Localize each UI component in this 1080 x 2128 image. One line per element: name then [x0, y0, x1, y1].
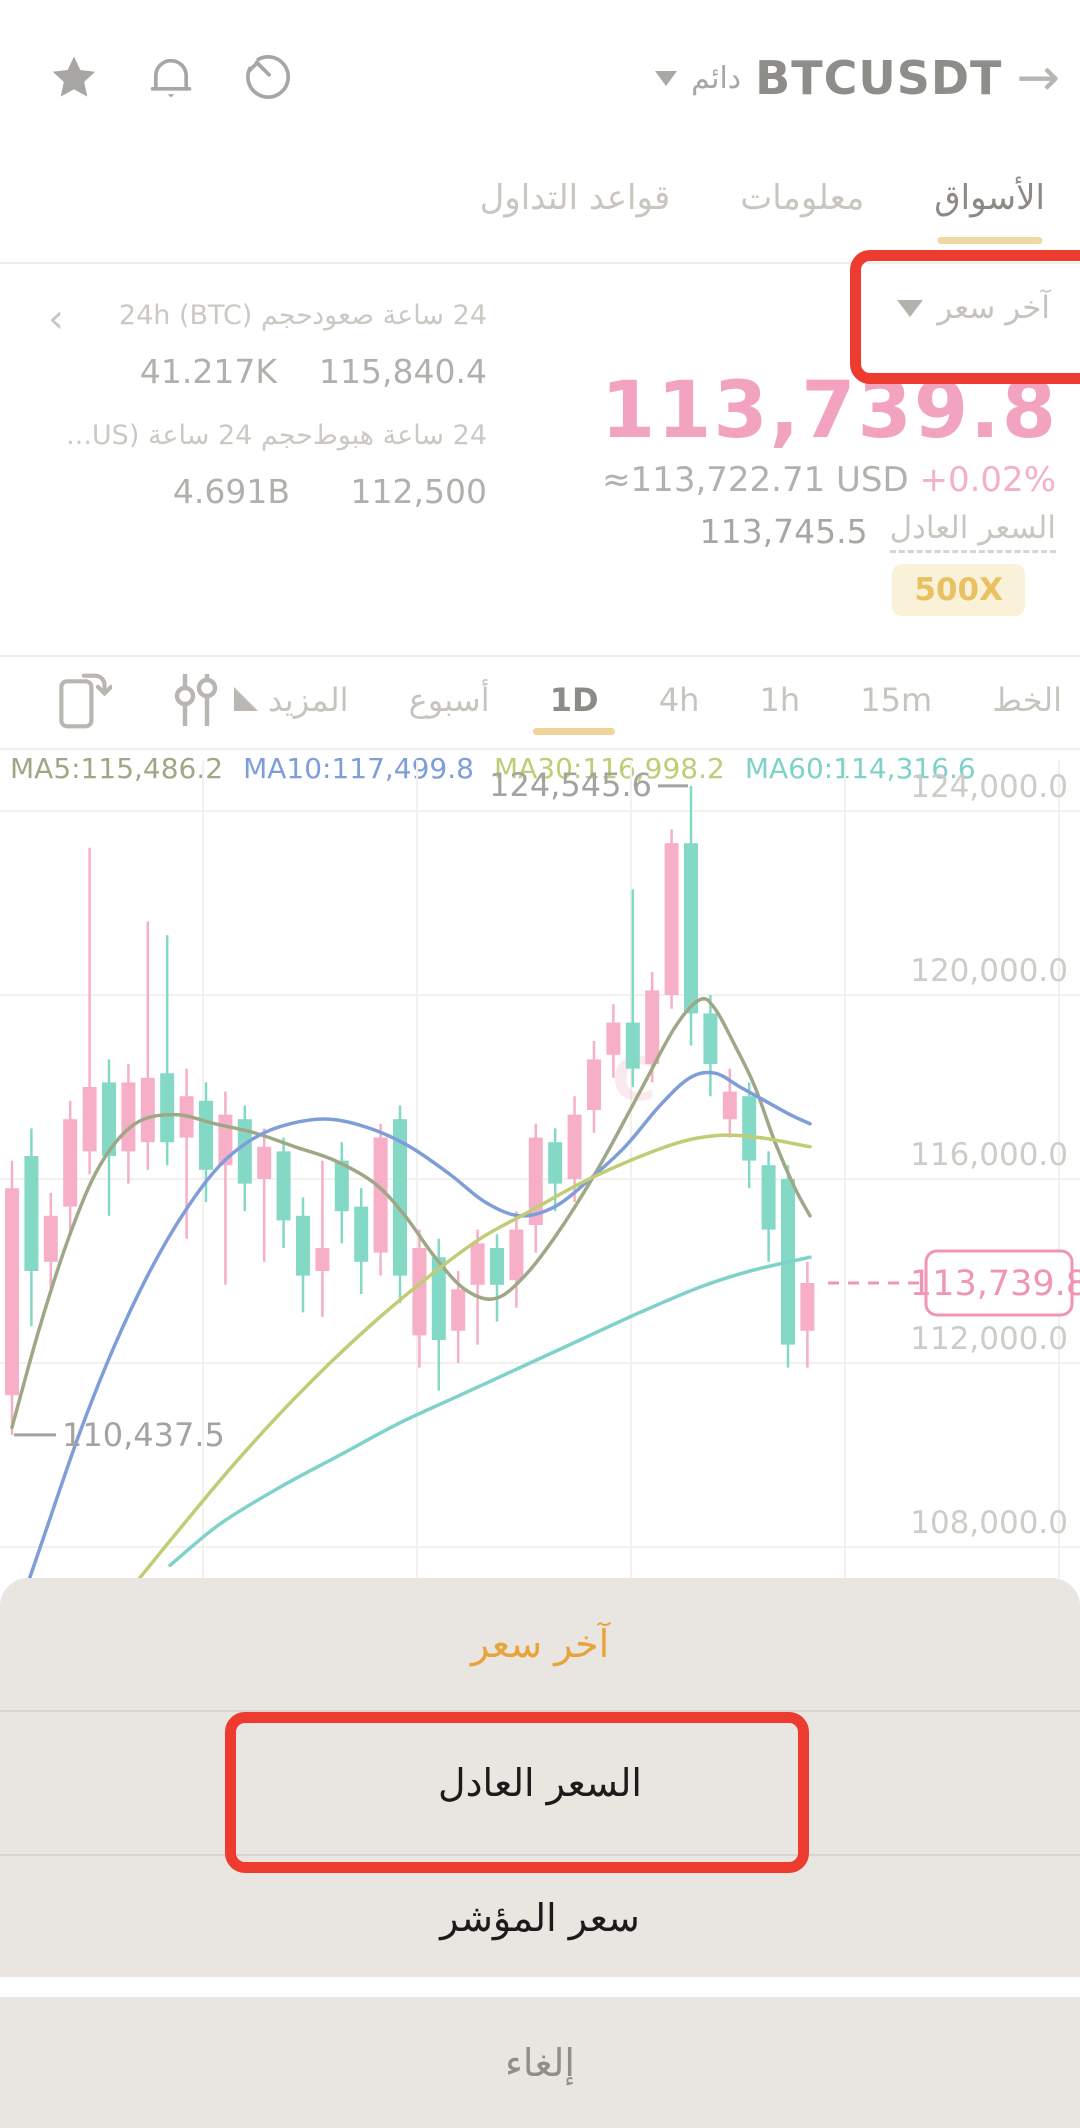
ma-legend-item: MA30:116,998.2 — [493, 752, 725, 785]
leverage-badge[interactable]: 500X — [892, 564, 1025, 616]
price-mode-action-sheet: آخر سعر السعر العادل سعر المؤشر إلغاء — [0, 1578, 1080, 2128]
tabs-divider — [0, 262, 1080, 264]
stat-value: 41.217K — [139, 352, 277, 391]
sheet-option-label: آخر سعر — [470, 1622, 610, 1666]
candlestick-chart[interactable]: C124,000.0120,000.0116,000.0112,000.0108… — [0, 760, 1080, 1578]
contract-type-label: دائم — [691, 60, 742, 96]
favorite-star-icon[interactable] — [48, 52, 100, 104]
tab-item[interactable]: معلومات — [740, 178, 865, 218]
timeframe-الخط[interactable]: الخط — [992, 681, 1062, 719]
stat-label: حجم 24 ساعة (US... — [66, 420, 313, 451]
stat-value: 112,500 — [350, 472, 487, 511]
fair-price-value: 113,745.5 — [699, 512, 868, 551]
ma-line-MA30 — [137, 1133, 812, 1578]
order-history-icon[interactable] — [242, 52, 294, 104]
chart-low-label: 110,437.5 — [62, 1416, 225, 1454]
panel-divider — [0, 655, 1080, 657]
chart-high-label: 124,545.6 — [489, 766, 652, 804]
timeframe-1h[interactable]: 1h — [759, 681, 801, 719]
usd-equivalent: ≈113,722.71 USD +0.02% — [602, 460, 1056, 500]
last-price: 113,739.8 — [600, 366, 1058, 456]
stats-nav-chevron-icon[interactable]: ‹ — [48, 296, 64, 342]
stat-value: 4.691B — [172, 472, 290, 511]
sheet-option-label: السعر العادل — [438, 1761, 642, 1805]
sheet-option-1[interactable]: السعر العادل — [0, 1710, 1080, 1854]
ma-legend-item: MA10:117,499.8 — [243, 752, 474, 785]
ma-legend-item: MA5:115,486.2 — [10, 752, 224, 785]
more-triangle-icon — [234, 687, 258, 711]
timeframe-15m[interactable]: 15m — [860, 681, 933, 719]
y-axis-label: 108,000.0 — [910, 1505, 1068, 1541]
timeframe-أسبوع[interactable]: أسبوع — [408, 681, 490, 719]
usd-value: ≈113,722.71 USD — [602, 460, 909, 500]
sheet-option-label: سعر المؤشر — [440, 1895, 640, 1940]
ma-legend-row: MA5:115,486.2 MA10:117,499.8 MA30:116,998.… — [10, 752, 976, 785]
timeframe-toolbar: الخط 15m 1h 4h 1D أسبوع المزيد — [230, 662, 1066, 738]
change-percent: +0.02% — [919, 460, 1057, 500]
toolbar-divider — [0, 748, 1080, 750]
y-axis-label: 116,000.0 — [910, 1137, 1068, 1173]
indicator-settings-icon[interactable] — [165, 668, 225, 732]
stat-label: 24 ساعة هبوط — [312, 420, 487, 451]
ma-line-MA60 — [168, 1255, 812, 1568]
current-price-pill — [924, 1249, 1074, 1317]
fair-price-label[interactable]: السعر العادل — [889, 510, 1056, 553]
symbol-title[interactable]: BTCUSDT — [755, 51, 1003, 105]
price-alert-bell-icon[interactable] — [145, 52, 197, 104]
action-sheet-options: آخر سعر السعر العادل سعر المؤشر — [0, 1578, 1080, 1977]
rotate-screen-icon[interactable] — [52, 668, 112, 732]
stat-label: حجم 24h (BTC) — [118, 300, 313, 331]
y-axis-label: 112,000.0 — [910, 1321, 1068, 1357]
ma-line-MA10 — [27, 1070, 812, 1578]
y-axis-label: 120,000.0 — [910, 953, 1068, 989]
timeframe-1D[interactable]: 1D — [546, 671, 603, 729]
stat-value: 115,840.4 — [319, 352, 487, 391]
symbol-dropdown-icon[interactable] — [655, 70, 678, 86]
current-price-label: 113,739.8 — [910, 1264, 1080, 1304]
sheet-option-0[interactable]: آخر سعر — [0, 1578, 1080, 1710]
top-tabs: الأسواق معلومات قواعد التداول — [480, 178, 1045, 244]
cancel-label: إلغاء — [505, 2040, 575, 2085]
cancel-button[interactable]: إلغاء — [0, 1997, 1080, 2128]
price-mode-dropdown-icon — [897, 299, 924, 317]
fair-price-row: السعر العادل 113,745.5 — [700, 510, 1056, 553]
timeframe-4h[interactable]: 4h — [658, 681, 700, 719]
stat-label: 24 ساعة صعود — [312, 300, 487, 331]
price-mode-selector[interactable]: آخر سعر — [897, 290, 1050, 326]
timeframe-المزيد[interactable]: المزيد — [230, 671, 353, 729]
sheet-option-2[interactable]: سعر المؤشر — [0, 1854, 1080, 1979]
tab-active[interactable]: الأسواق — [934, 178, 1045, 244]
price-mode-label: آخر سعر — [937, 290, 1050, 326]
y-axis-label: 124,000.0 — [910, 769, 1068, 805]
back-arrow-icon[interactable]: → — [1016, 48, 1060, 108]
tab-item[interactable]: قواعد التداول — [479, 178, 671, 218]
ma-legend-item: MA60:114,316.6 — [744, 752, 976, 785]
ma-line-MA5 — [10, 996, 812, 1430]
